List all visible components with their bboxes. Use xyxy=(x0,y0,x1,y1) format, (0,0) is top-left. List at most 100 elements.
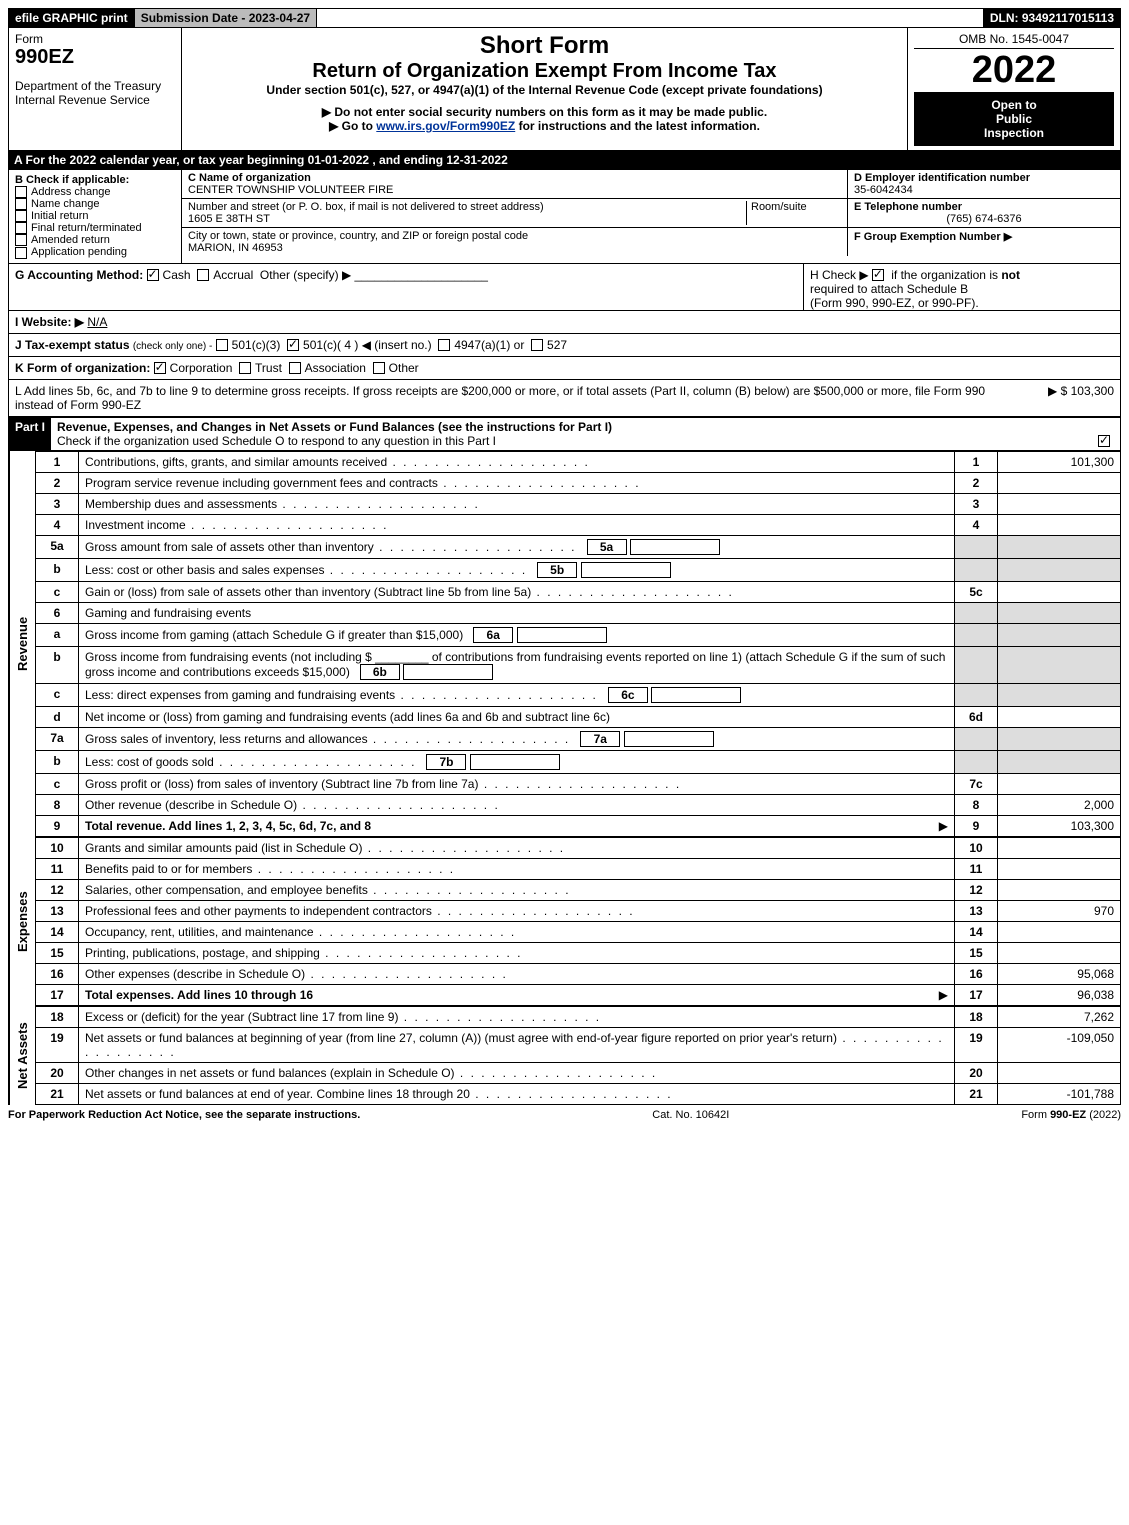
l6b-sub-amt xyxy=(403,664,493,680)
l7c-no: c xyxy=(36,773,79,794)
l7a-sub-amt xyxy=(624,731,714,747)
l7b-num-shade xyxy=(955,750,998,773)
cb-trust[interactable] xyxy=(239,362,251,374)
l13-num: 13 xyxy=(955,900,998,921)
l5b-sub: 5b xyxy=(537,562,577,578)
submission-date: Submission Date - 2023-04-27 xyxy=(135,9,317,27)
l19-no: 19 xyxy=(36,1027,79,1062)
l6c-no: c xyxy=(36,683,79,706)
cb-corporation[interactable] xyxy=(154,362,166,374)
k-o1: Corporation xyxy=(170,361,233,375)
l19-amt: -109,050 xyxy=(998,1027,1121,1062)
l20-no: 20 xyxy=(36,1062,79,1083)
l7a-no: 7a xyxy=(36,727,79,750)
revenue-section: Revenue 1Contributions, gifts, grants, a… xyxy=(8,451,1121,837)
l12-num: 12 xyxy=(955,879,998,900)
cb-amended-return[interactable] xyxy=(15,234,27,246)
side-label-netassets: Net Assets xyxy=(9,1006,35,1105)
cb-address-change[interactable] xyxy=(15,186,27,198)
l1-amt: 101,300 xyxy=(998,451,1121,472)
l7b-text: Less: cost of goods sold xyxy=(85,755,416,769)
l3-no: 3 xyxy=(36,493,79,514)
l17-num: 17 xyxy=(955,984,998,1005)
l13-no: 13 xyxy=(36,900,79,921)
l2-no: 2 xyxy=(36,472,79,493)
efile-label[interactable]: efile GRAPHIC print xyxy=(9,9,135,27)
g-label: G Accounting Method: xyxy=(15,268,143,282)
cb-accrual[interactable] xyxy=(197,269,209,281)
l13-amt: 970 xyxy=(998,900,1121,921)
l11-amt xyxy=(998,858,1121,879)
cb-527[interactable] xyxy=(531,339,543,351)
l16-text: Other expenses (describe in Schedule O) xyxy=(79,963,955,984)
cb-h-not-required[interactable] xyxy=(872,269,884,281)
l6-text: Gaming and fundraising events xyxy=(79,602,955,623)
l1-no: 1 xyxy=(36,451,79,472)
i-label: I Website: ▶ xyxy=(15,315,84,329)
cb-other-org[interactable] xyxy=(373,362,385,374)
l5a-no: 5a xyxy=(36,535,79,558)
l16-amt: 95,068 xyxy=(998,963,1121,984)
l18-num: 18 xyxy=(955,1006,998,1027)
open3: Inspection xyxy=(914,126,1114,140)
l9-arrow: ▶ xyxy=(939,819,948,833)
footer-right-pre: Form xyxy=(1021,1109,1050,1121)
dept-line2: Internal Revenue Service xyxy=(15,93,175,107)
l7c-text: Gross profit or (loss) from sales of inv… xyxy=(79,773,955,794)
cb-final-return[interactable] xyxy=(15,222,27,234)
l7a-num-shade xyxy=(955,727,998,750)
cb-cash[interactable] xyxy=(147,269,159,281)
h-post: if the organization is xyxy=(888,268,1001,282)
l18-amt: 7,262 xyxy=(998,1006,1121,1027)
l7b-cell: Less: cost of goods sold 7b xyxy=(79,750,955,773)
l4-no: 4 xyxy=(36,514,79,535)
l11-no: 11 xyxy=(36,858,79,879)
cb-501c3[interactable] xyxy=(216,339,228,351)
l15-no: 15 xyxy=(36,942,79,963)
cb-initial-return[interactable] xyxy=(15,210,27,222)
cb-schedule-o[interactable] xyxy=(1098,435,1110,447)
l21-no: 21 xyxy=(36,1083,79,1104)
l17-amt: 96,038 xyxy=(998,984,1121,1005)
l6b-cell: Gross income from fundraising events (no… xyxy=(79,646,955,683)
dept-line1: Department of the Treasury xyxy=(15,79,175,93)
block-b: B Check if applicable: Address change Na… xyxy=(9,170,182,263)
footer-right: Form 990-EZ (2022) xyxy=(1021,1109,1121,1121)
l15-text: Printing, publications, postage, and shi… xyxy=(79,942,955,963)
l6-no: 6 xyxy=(36,602,79,623)
l6d-text: Net income or (loss) from gaming and fun… xyxy=(79,706,955,727)
irs-link[interactable]: www.irs.gov/Form990EZ xyxy=(376,119,515,133)
l8-amt: 2,000 xyxy=(998,794,1121,815)
l5a-cell: Gross amount from sale of assets other t… xyxy=(79,535,955,558)
part1-title: Revenue, Expenses, and Changes in Net As… xyxy=(57,420,612,434)
cb-501c[interactable] xyxy=(287,339,299,351)
l21-text: Net assets or fund balances at end of ye… xyxy=(79,1083,955,1104)
cb-association[interactable] xyxy=(289,362,301,374)
l16-num: 16 xyxy=(955,963,998,984)
form-number: 990EZ xyxy=(15,46,175,69)
cb-application-pending[interactable] xyxy=(15,247,27,259)
l11-text: Benefits paid to or for members xyxy=(79,858,955,879)
block-b-title: B Check if applicable: xyxy=(15,174,175,186)
expenses-table: 10Grants and similar amounts paid (list … xyxy=(35,837,1121,1006)
cb-4947[interactable] xyxy=(438,339,450,351)
revenue-table: 1Contributions, gifts, grants, and simil… xyxy=(35,451,1121,837)
cb-name-change[interactable] xyxy=(15,198,27,210)
opt-pending: Application pending xyxy=(31,246,127,258)
expenses-section: Expenses 10Grants and similar amounts pa… xyxy=(8,837,1121,1006)
l16-no: 16 xyxy=(36,963,79,984)
l3-text: Membership dues and assessments xyxy=(79,493,955,514)
j-o1: 501(c)(3) xyxy=(232,338,281,352)
l6b-sub: 6b xyxy=(360,664,400,680)
e-phone-value: (765) 674-6376 xyxy=(854,213,1114,225)
l6c-amt-shade xyxy=(998,683,1121,706)
l6c-sub-amt xyxy=(651,687,741,703)
side-label-expenses: Expenses xyxy=(9,837,35,1006)
note-link-row: ▶ Go to www.irs.gov/Form990EZ for instru… xyxy=(188,119,901,133)
l5b-cell: Less: cost or other basis and sales expe… xyxy=(79,558,955,581)
l-amount: ▶ $ 103,300 xyxy=(994,384,1114,412)
part1-header-row: Part I Revenue, Expenses, and Changes in… xyxy=(8,417,1121,451)
l19-num: 19 xyxy=(955,1027,998,1062)
l1-num: 1 xyxy=(955,451,998,472)
l5b-no: b xyxy=(36,558,79,581)
